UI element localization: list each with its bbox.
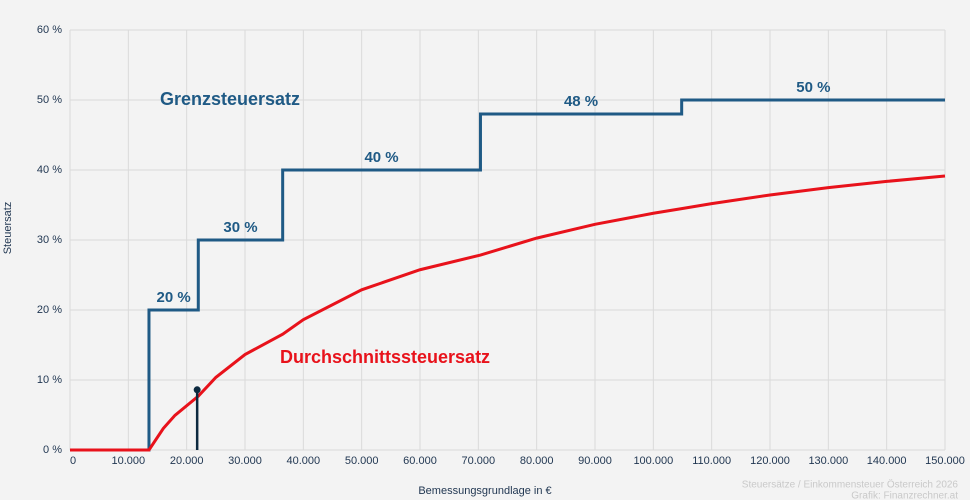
y-tick-label: 10 % xyxy=(37,374,62,386)
level-label: 50 % xyxy=(796,79,830,96)
x-tick-label: 30.000 xyxy=(228,455,262,467)
series-line xyxy=(70,174,946,452)
x-tick-label: 40.000 xyxy=(287,455,321,467)
x-tick-label: 20.000 xyxy=(170,455,204,467)
level-label: 48 % xyxy=(564,93,598,110)
source: Steuersätze / Einkommensteuer Österreich… xyxy=(742,479,959,491)
x-tick-label: 10.000 xyxy=(112,455,146,467)
series-line xyxy=(70,98,945,452)
y-tick-label: 0 % xyxy=(43,444,62,456)
x-tick-label: 120.000 xyxy=(750,455,790,467)
x-tick-label: 130.000 xyxy=(808,455,848,467)
level-label: 20 % xyxy=(157,289,191,306)
x-tick-label: 90.000 xyxy=(578,455,612,467)
x-tick-label: 100.000 xyxy=(633,455,673,467)
x-tick-label: 80.000 xyxy=(520,455,554,467)
source: Grafik: Finanzrechner.at xyxy=(851,491,958,500)
x-tick-label: 60.000 xyxy=(403,455,437,467)
x-tick-label: 0 xyxy=(70,455,76,467)
y-tick-label: 60 % xyxy=(37,24,62,36)
x-tick-label: 140.000 xyxy=(867,455,907,467)
y-tick-label: 50 % xyxy=(37,94,62,106)
x-tick-label: 50.000 xyxy=(345,455,379,467)
marker-dot xyxy=(193,386,201,394)
x-tick-label: 70.000 xyxy=(462,455,496,467)
y-tick-label: 40 % xyxy=(37,164,62,176)
y-tick-label: 20 % xyxy=(37,304,62,316)
series-label: Durchschnittssteuersatz xyxy=(280,347,490,367)
level-label: 30 % xyxy=(223,219,257,236)
y-tick-label: 30 % xyxy=(37,234,62,246)
series-label: Grenzsteuersatz xyxy=(160,89,300,109)
x-tick-label: 150.000 xyxy=(925,455,965,467)
y-axis-title: Steuersatz xyxy=(2,202,14,255)
level-label: 40 % xyxy=(364,149,398,166)
x-axis-title: Bemessungsgrundlage in € xyxy=(418,485,551,497)
x-tick-label: 110.000 xyxy=(692,455,731,467)
